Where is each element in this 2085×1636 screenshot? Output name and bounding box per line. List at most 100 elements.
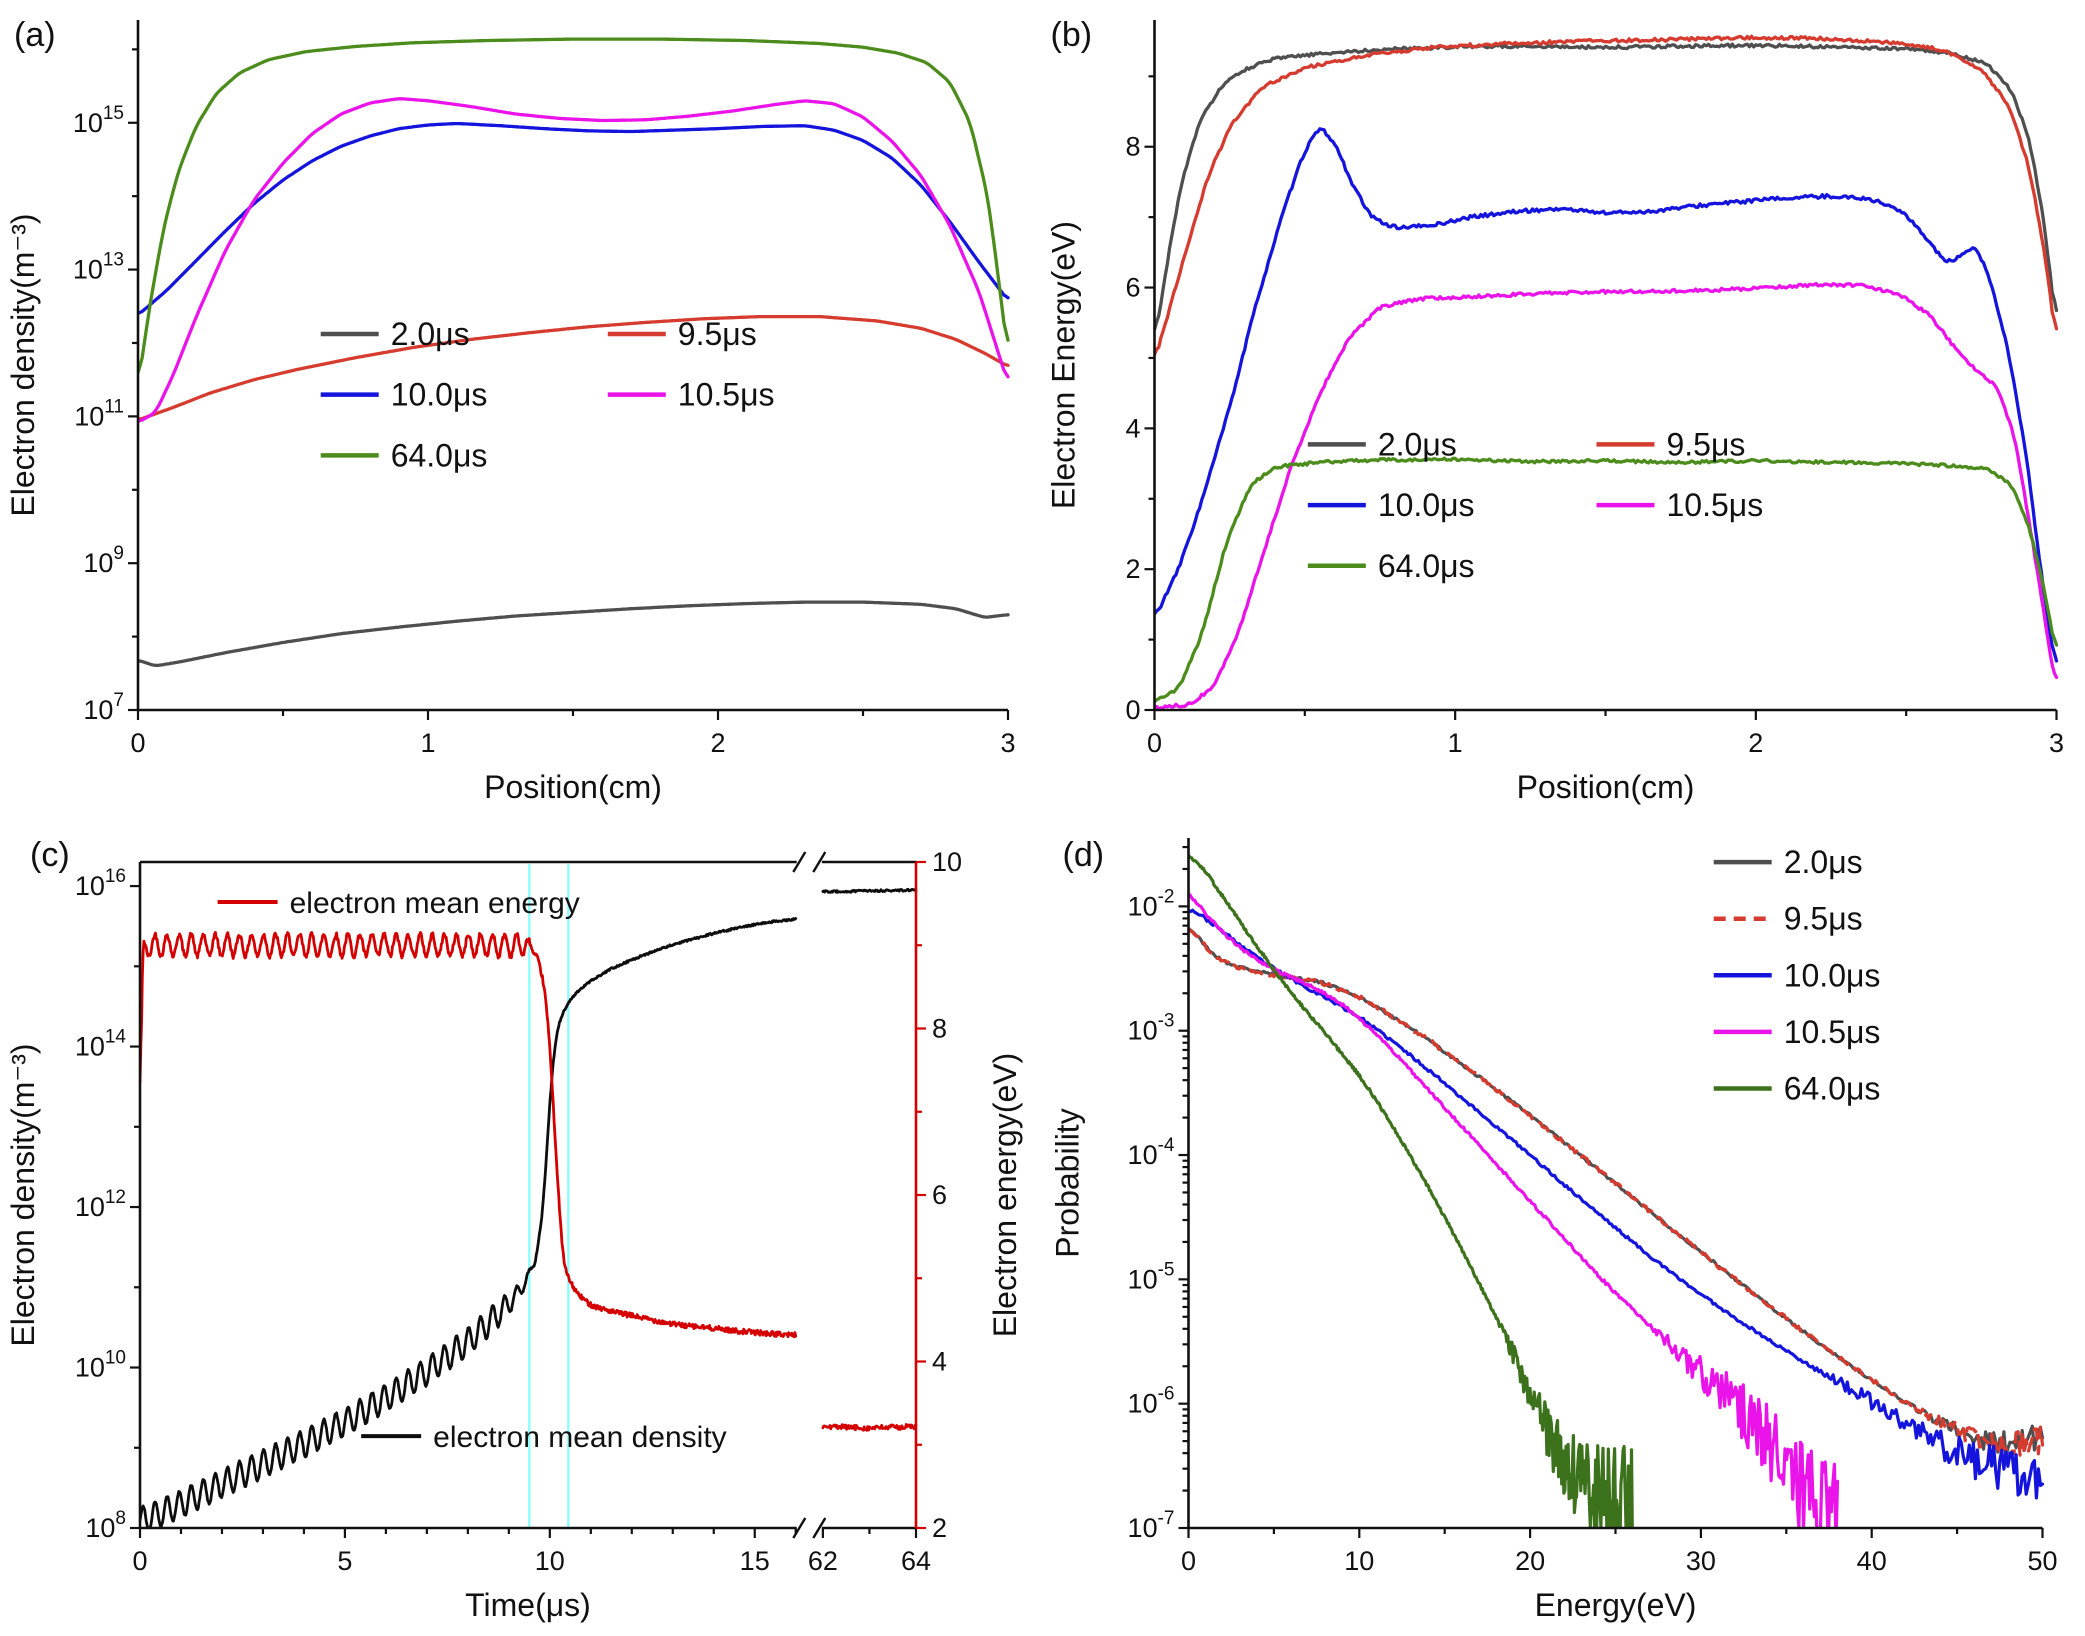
svg-text:10-5: 10-5 [1128,1259,1175,1294]
svg-text:50: 50 [2027,1546,2057,1576]
legend-item-10.0μs: 10.0μs [1307,487,1475,523]
svg-text:10.5μs: 10.5μs [1784,1014,1881,1050]
svg-text:1016: 1016 [75,866,126,901]
series-10.0μs [1187,908,2045,1500]
tick-labels: 0 1 2 3 0 2 4 6 8 [1125,132,2064,758]
series-group [1187,855,2045,1529]
svg-text:0: 0 [1125,695,1140,725]
legend-item-2.0μs: 2.0μs [1713,844,1863,880]
legend-item-electron-mean-energy: electron mean energy [217,887,580,920]
svg-text:10-2: 10-2 [1128,886,1175,921]
chart-b-electron-energy-vs-position: 0 1 2 3 0 2 4 6 8 Position(cm) Electron Energy(eV)… [1046,16,2065,805]
svg-text:2: 2 [932,1513,947,1543]
legend-item-10.5μs: 10.5μs [1596,487,1763,523]
series-2.0μs [1187,927,2045,1458]
axis-break-mark [812,851,827,873]
svg-text:5: 5 [337,1546,352,1576]
y-axis-title: Electron density(m⁻³) [5,213,41,516]
svg-text:1: 1 [1448,728,1463,758]
series-electron mean energy [139,931,918,1432]
svg-text:2: 2 [1748,728,1763,758]
axis-break-mark [812,1517,827,1539]
ticks [130,884,918,1538]
legend-item-2.0μs: 2.0μs [1307,426,1457,462]
series-group [137,37,1010,668]
svg-text:64.0μs: 64.0μs [1784,1070,1881,1106]
ticks [128,48,1010,720]
svg-text:3: 3 [1000,728,1015,758]
svg-text:108: 108 [85,1508,126,1543]
svg-text:6: 6 [1125,273,1140,303]
svg-text:64: 64 [901,1546,931,1576]
series-64.0μs [137,37,1010,375]
legend-item-10.0μs: 10.0μs [320,377,488,413]
legend-item-10.5μs: 10.5μs [1713,1014,1881,1050]
svg-text:62: 62 [808,1546,838,1576]
svg-text:8: 8 [1125,132,1140,162]
axis-break-gap [796,857,822,867]
svg-text:10.0μs: 10.0μs [1378,487,1475,523]
svg-text:10.0μs: 10.0μs [391,377,488,413]
svg-text:1015: 1015 [73,103,124,138]
series-group [1153,34,2059,711]
svg-text:3: 3 [2049,728,2064,758]
chart-d-probability-vs-energy: 0 10 20 30 40 50 10-2 10-3 10-4 10-5 10-6 10-7 Energ… [1050,836,2058,1623]
svg-text:4: 4 [1125,413,1140,443]
legend-item-9.5μs: 9.5μs [1596,426,1745,462]
svg-text:64.0μs: 64.0μs [391,437,488,473]
tick-labels: 0 10 20 30 40 50 10-2 10-3 10-4 10-5 10-6 10-7 [1128,886,2058,1576]
axis-break-mark [792,1517,807,1539]
svg-text:electron mean density: electron mean density [433,1421,727,1454]
svg-text:10-3: 10-3 [1128,1011,1175,1046]
axis-break-gap [796,1523,822,1533]
series-2.0μs [137,600,1010,668]
series-10.0μs [137,121,1010,315]
svg-text:1011: 1011 [74,396,124,431]
series-group [139,887,918,1529]
series-64.0μs [1153,456,2059,704]
svg-text:6: 6 [932,1180,947,1210]
x-axis-title: Energy(eV) [1535,1587,1697,1623]
series-64.0μs [1187,855,1634,1529]
chart-c-density-energy-vs-time: 0 5 10 15 62 64 108 1010 1012 1014 1016 2 4 6 8 10 Time(… [5,836,1023,1623]
legend-item-64.0μs: 64.0μs [1307,548,1475,584]
svg-text:2: 2 [710,728,725,758]
legend-item-9.5μs: 9.5μs [607,316,757,352]
svg-text:2.0μs: 2.0μs [1378,426,1457,462]
ticks [1144,75,2058,720]
svg-text:40: 40 [1857,1546,1887,1576]
panel-b: 0 1 2 3 0 2 4 6 8 Position(cm) Electron Energy(eV)… [1042,0,2085,818]
svg-text:0: 0 [1147,728,1162,758]
x-axis-title: Time(μs) [465,1587,591,1623]
panel-c: 0 5 10 15 62 64 108 1010 1012 1014 1016 2 4 6 8 10 Time(… [0,818,1042,1636]
svg-text:1014: 1014 [75,1027,127,1062]
svg-text:1013: 1013 [73,250,124,285]
svg-text:10: 10 [932,847,962,877]
svg-text:8: 8 [932,1014,947,1044]
legend-item-10.0μs: 10.0μs [1713,957,1881,993]
y-axis-title: Electron density(m⁻³) [5,1043,41,1346]
svg-text:64.0μs: 64.0μs [1378,548,1475,584]
series-2.0μs [1153,42,2059,332]
svg-text:1010: 1010 [75,1348,126,1383]
svg-text:1: 1 [420,728,435,758]
axes [1153,20,2057,712]
x-axis-title: Position(cm) [1517,769,1695,805]
tick-labels: 0 1 2 3 107 109 1011 1013 1015 [73,103,1016,758]
panel-label: (a) [14,16,56,54]
svg-text:0: 0 [132,1546,147,1576]
svg-text:109: 109 [83,543,124,578]
legend-item-9.5μs: 9.5μs [1713,901,1863,937]
legend-item-electron-mean-density: electron mean density [361,1421,727,1454]
series-electron mean density [139,887,918,1529]
svg-text:10-4: 10-4 [1128,1135,1175,1170]
svg-text:10.0μs: 10.0μs [1784,957,1881,993]
svg-text:10.5μs: 10.5μs [678,377,775,413]
svg-text:10.5μs: 10.5μs [1666,487,1763,523]
y-axis-title: Electron Energy(eV) [1046,221,1082,509]
series-9.5μs [1187,926,2045,1460]
svg-text:9.5μs: 9.5μs [678,316,757,352]
svg-text:0: 0 [130,728,145,758]
ticks [1178,845,2044,1538]
